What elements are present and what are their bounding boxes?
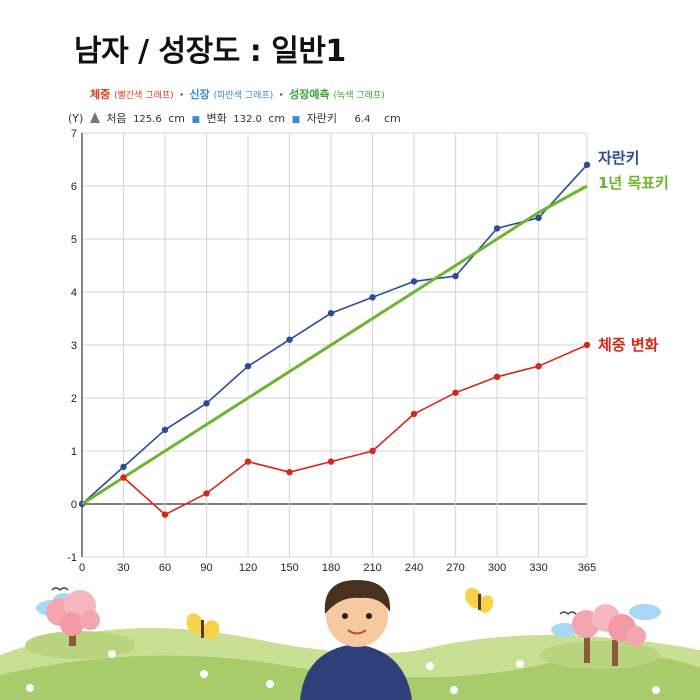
x-tick-label: 120 — [239, 562, 257, 574]
x-tick-label: 240 — [405, 562, 423, 574]
x-tick-label: 150 — [280, 562, 298, 574]
growth-unit: cm — [383, 112, 401, 125]
legend-height-note: (파란색 그래프) — [213, 91, 274, 101]
blossom-tree-icon — [46, 590, 100, 646]
bird-icon — [51, 587, 577, 616]
legend-height: 신장 (파란색 그래프) — [190, 88, 278, 101]
x-tick-label: 180 — [322, 562, 340, 574]
page-title: 남자 / 성장도 : 일반1 — [74, 34, 346, 69]
start-label: 처음 — [106, 112, 127, 125]
x-tick-label: 210 — [363, 562, 381, 574]
change-label: 변화 — [206, 112, 227, 125]
y-tick-label: 4 — [71, 287, 77, 299]
data-point — [493, 373, 501, 380]
data-point — [120, 474, 127, 481]
data-point — [161, 511, 169, 518]
butterfly-icon — [465, 587, 494, 613]
series-line — [122, 344, 588, 516]
x-tick-label: 300 — [488, 562, 506, 574]
legend-separator: · — [179, 88, 184, 101]
x-tick-label: 60 — [159, 562, 171, 574]
x-tick-label: 90 — [200, 562, 212, 574]
y-tick-label: 0 — [71, 499, 77, 511]
data-point — [410, 410, 418, 418]
blossom-tree-icon — [572, 604, 646, 666]
start-value: 125.6 — [133, 114, 162, 125]
bullet-icon: ■ — [191, 115, 200, 125]
data-point — [369, 294, 376, 301]
y-tick-label: 1 — [71, 446, 77, 458]
data-point — [327, 458, 335, 465]
y-tick-label: 6 — [71, 181, 77, 193]
growth-value: 6.4 — [354, 114, 371, 125]
x-tick-label: 0 — [79, 562, 85, 574]
y-tick-label: 5 — [71, 234, 77, 246]
data-point — [369, 447, 376, 455]
data-point — [410, 278, 418, 285]
y-axis-label: (Y) — [68, 112, 84, 125]
data-point — [535, 214, 542, 221]
change-value: 132.0 — [233, 114, 262, 125]
value-summary: (Y) 처음 125.6 cm ■ 변화 132.0 cm ■ 자란키 6.4 … — [68, 110, 404, 126]
change-unit: cm — [268, 112, 286, 125]
data-point — [203, 400, 210, 407]
data-point — [203, 490, 210, 497]
data-point — [120, 463, 127, 471]
data-point — [161, 426, 169, 433]
data-point — [327, 310, 335, 317]
growth-label: 자란키 — [306, 112, 338, 125]
up-arrow-icon — [89, 112, 100, 123]
data-point — [286, 469, 293, 476]
legend-height-label: 신장 — [189, 88, 210, 101]
legend-separator: · — [279, 88, 284, 101]
x-tick-label: 365 — [578, 562, 596, 574]
data-point — [452, 272, 459, 280]
y-tick-label: 2 — [71, 393, 77, 405]
data-point — [244, 363, 252, 370]
grid-layer — [81, 132, 588, 558]
y-tick-label: -1 — [67, 552, 77, 564]
legend-weight-label: 체중 — [90, 88, 111, 101]
legend-weight-note: (빨간색 그래프) — [114, 91, 174, 101]
boy-character-illustration — [300, 580, 412, 700]
data-point — [535, 363, 542, 370]
y-tick-label: 7 — [71, 128, 77, 140]
legend-prediction: 성장예측 (녹색 그래프) — [289, 88, 385, 101]
series-label: 체중 변화 — [598, 336, 659, 354]
x-tick-label: 330 — [529, 562, 547, 574]
series-line — [81, 164, 588, 505]
butterfly-icon — [186, 613, 220, 640]
series-label: 1년 목표키 — [598, 174, 669, 192]
data-point — [493, 225, 501, 232]
legend-prediction-label: 성장예측 — [289, 88, 330, 101]
data-point — [244, 458, 252, 465]
data-point — [286, 336, 293, 343]
series-layer — [78, 161, 591, 518]
chart-legend: 체중 (빨간색 그래프) · 신장 (파란색 그래프) · 성장예측 (녹색 그… — [90, 86, 385, 102]
flower-icon — [26, 650, 660, 694]
y-tick-label: 3 — [71, 340, 77, 352]
series-label: 자란키 — [598, 149, 639, 167]
data-point — [452, 389, 459, 396]
legend-prediction-note: (녹색 그래프) — [333, 91, 385, 101]
data-point — [583, 341, 591, 349]
start-unit: cm — [168, 112, 185, 125]
x-tick-label: 30 — [117, 562, 129, 574]
legend-weight: 체중 (빨간색 그래프) — [90, 88, 178, 101]
x-tick-label: 270 — [446, 562, 464, 574]
series-line — [81, 184, 588, 506]
data-point — [583, 161, 591, 168]
bullet-icon: ■ — [291, 115, 301, 125]
